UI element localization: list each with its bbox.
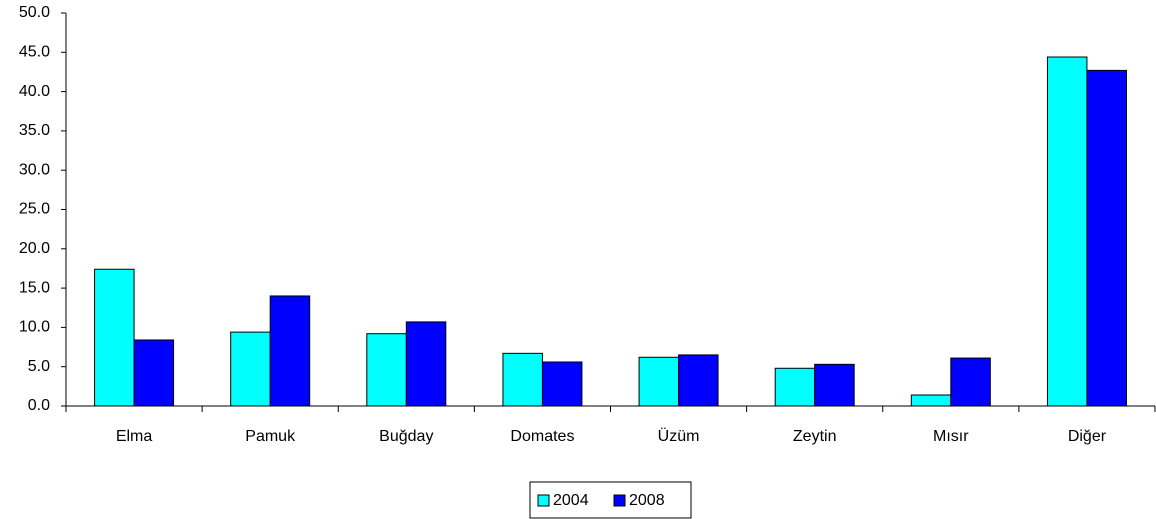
- y-tick-label: 0.0: [28, 397, 50, 414]
- bar: [502, 352, 543, 407]
- bar: [814, 363, 855, 407]
- bar: [1086, 69, 1127, 407]
- x-tick-label: Buğday: [379, 428, 433, 445]
- bar: [1046, 56, 1088, 407]
- y-tick-label: 40.0: [19, 83, 50, 100]
- x-tick-label: Zeytin: [793, 428, 837, 445]
- bar: [678, 354, 719, 407]
- x-tick-label: Diğer: [1068, 428, 1107, 445]
- bar: [269, 295, 311, 407]
- bar: [541, 361, 583, 407]
- y-tick-label: 30.0: [19, 161, 50, 178]
- bar: [366, 333, 407, 407]
- legend-swatch: [613, 494, 626, 507]
- bar: [94, 268, 135, 407]
- y-tick-label: 45.0: [19, 44, 50, 61]
- bar: [230, 331, 271, 407]
- bar: [405, 321, 447, 407]
- x-tick-label: Mısır: [933, 428, 969, 445]
- y-tick-label: 25.0: [19, 201, 50, 218]
- bar: [133, 339, 175, 407]
- legend-box: [529, 481, 692, 519]
- bar: [950, 357, 991, 407]
- bar: [910, 394, 952, 407]
- bar: [638, 356, 680, 407]
- x-tick-label: Pamuk: [245, 428, 296, 445]
- legend-label: 2008: [629, 492, 665, 509]
- y-tick-label: 5.0: [28, 358, 50, 375]
- bar: [774, 367, 816, 407]
- y-tick-label: 50.0: [19, 4, 50, 21]
- x-tick-label: Üzüm: [658, 427, 700, 445]
- y-tick-label: 35.0: [19, 122, 50, 139]
- legend-label: 2004: [553, 492, 589, 509]
- legend-swatch: [537, 494, 550, 507]
- y-tick-label: 20.0: [19, 240, 50, 257]
- y-tick-label: 15.0: [19, 279, 50, 296]
- y-tick-label: 10.0: [19, 319, 50, 336]
- x-tick-label: Elma: [116, 428, 153, 445]
- x-tick-label: Domates: [510, 428, 574, 445]
